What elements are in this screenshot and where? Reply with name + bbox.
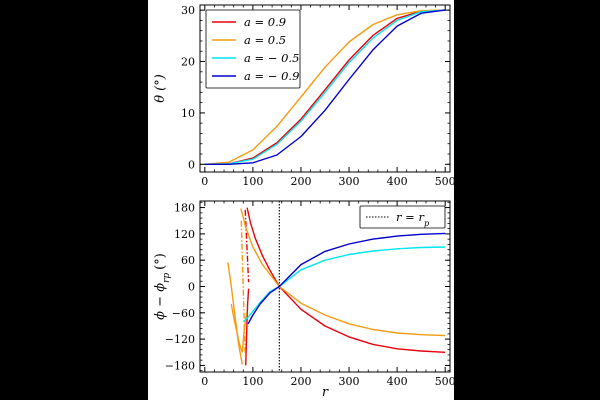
x-tick-label: 300 — [339, 175, 360, 188]
series-line-2-2 — [227, 262, 243, 365]
y-tick-label: −180 — [165, 359, 195, 372]
x-tick-label: 500 — [435, 375, 454, 388]
x-tick-label: 0 — [201, 375, 208, 388]
x-tick-label: 200 — [290, 175, 311, 188]
legend: a = 0.9 a = 0.5 a = − 0.5 a = − 0.9 — [205, 9, 301, 89]
x-axis-label: r — [322, 385, 329, 400]
series-line-2-3 — [230, 303, 243, 353]
legend-label: a = 0.5 — [244, 33, 286, 47]
x-tick-label: 100 — [242, 175, 263, 188]
x-tick-label: 0 — [201, 175, 208, 188]
y-axis-label: ϕ − ϕrp(°) — [153, 253, 172, 320]
series-line-1-3 — [244, 209, 250, 283]
series-line-2-1 — [204, 9, 446, 165]
x-tick-label: 100 — [242, 375, 263, 388]
legend-box — [205, 9, 301, 89]
y-tick-label: 20 — [181, 56, 195, 69]
y-tick-label: 60 — [181, 254, 195, 267]
x-tick-label: 200 — [290, 375, 311, 388]
series-line-3-1 — [204, 9, 446, 165]
figure-panel: 0 100 200 300 400 500 0 10 20 30 θ (°) a = 0.9 a = 0… — [148, 0, 454, 400]
legend-label: a = − 0.9 — [244, 69, 299, 83]
y-axis-label: θ (°) — [153, 74, 168, 103]
legend-label: r = rp — [396, 210, 429, 228]
legend-box — [359, 205, 446, 229]
series-line-3-1 — [242, 246, 446, 323]
legend-label: a = − 0.5 — [244, 51, 299, 65]
series-line-4-1 — [204, 9, 446, 166]
series-line-1-2 — [245, 288, 250, 366]
series-line-1-1 — [204, 9, 446, 165]
x-tick-label: 400 — [387, 375, 408, 388]
y-tick-label: 10 — [181, 107, 195, 120]
series-line-4-1 — [247, 232, 446, 325]
y-tick-label: 0 — [188, 158, 195, 171]
y-tick-label: 120 — [174, 228, 195, 241]
y-tick-label: 0 — [188, 281, 195, 294]
y-tick-label: 30 — [181, 4, 195, 17]
x-tick-label: 400 — [387, 175, 408, 188]
y-tick-label: −120 — [165, 333, 195, 346]
series-line-2-1 — [240, 208, 446, 337]
series-group — [227, 207, 446, 366]
y-tick-label: −60 — [172, 307, 195, 320]
x-tick-label: 300 — [339, 375, 360, 388]
chart-2: 0 100 200 300 400 500 180 120 60 0 −60 −120 −180 ϕ − … — [153, 200, 454, 400]
axes-frame — [199, 4, 451, 173]
legend: r = rp — [359, 205, 446, 229]
series-group — [204, 9, 446, 166]
series-line-1-1 — [246, 207, 446, 353]
x-tick-label: 500 — [435, 175, 454, 188]
y-tick-label: 180 — [174, 202, 195, 215]
legend-label: a = 0.9 — [244, 15, 286, 29]
